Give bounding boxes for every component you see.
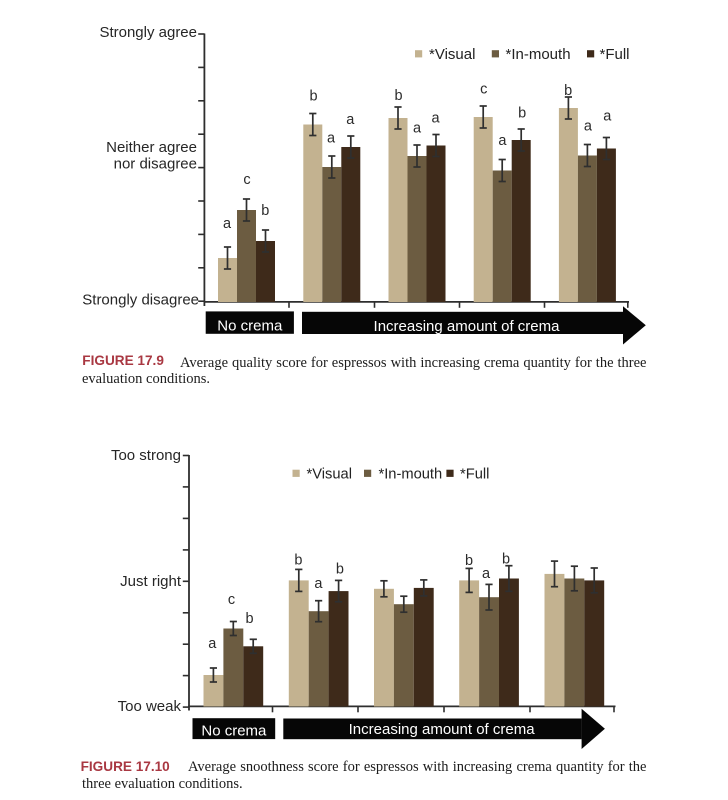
svg-text:a: a <box>346 112 355 128</box>
svg-text:b: b <box>394 88 402 104</box>
svg-text:a: a <box>314 576 323 592</box>
svg-text:a: a <box>603 108 612 124</box>
svg-text:a: a <box>584 119 593 135</box>
svg-text:Increasing amount of crema: Increasing amount of crema <box>349 721 536 738</box>
svg-text:Just right: Just right <box>120 573 182 590</box>
svg-text:b: b <box>261 203 269 219</box>
svg-text:Neither agree: Neither agree <box>106 139 197 156</box>
svg-text:a: a <box>482 566 491 582</box>
svg-text:No crema: No crema <box>217 317 283 334</box>
svg-text:b: b <box>336 561 344 577</box>
svg-text:a: a <box>223 216 232 232</box>
svg-text:Too strong: Too strong <box>111 447 181 464</box>
svg-text:b: b <box>309 89 317 105</box>
svg-text:a: a <box>413 121 422 137</box>
svg-text:*Full: *Full <box>460 466 489 482</box>
svg-text:*Full: *Full <box>600 46 630 63</box>
svg-text:Too weak: Too weak <box>118 698 182 715</box>
svg-text:b: b <box>294 553 302 569</box>
svg-text:b: b <box>246 611 254 627</box>
svg-text:Strongly disagree: Strongly disagree <box>82 292 199 309</box>
svg-text:b: b <box>502 551 510 567</box>
svg-text:b: b <box>518 105 526 121</box>
svg-text:*In-mouth: *In-mouth <box>506 46 571 63</box>
svg-text:c: c <box>480 81 487 97</box>
svg-text:a: a <box>208 636 217 652</box>
svg-text:c: c <box>243 172 250 188</box>
svg-text:nor disagree: nor disagree <box>114 156 197 173</box>
svg-text:a: a <box>327 131 336 147</box>
svg-text:Strongly agree: Strongly agree <box>99 24 197 41</box>
svg-text:No crema: No crema <box>201 722 267 739</box>
svg-text:b: b <box>564 83 572 99</box>
svg-text:a: a <box>431 111 440 127</box>
svg-text:*In-mouth: *In-mouth <box>379 466 443 482</box>
svg-text:Increasing amount of crema: Increasing amount of crema <box>374 318 561 335</box>
svg-text:*Visual: *Visual <box>429 46 475 63</box>
svg-text:c: c <box>228 592 235 608</box>
svg-text:a: a <box>498 133 507 149</box>
svg-text:*Visual: *Visual <box>307 466 352 482</box>
svg-text:b: b <box>465 553 473 569</box>
